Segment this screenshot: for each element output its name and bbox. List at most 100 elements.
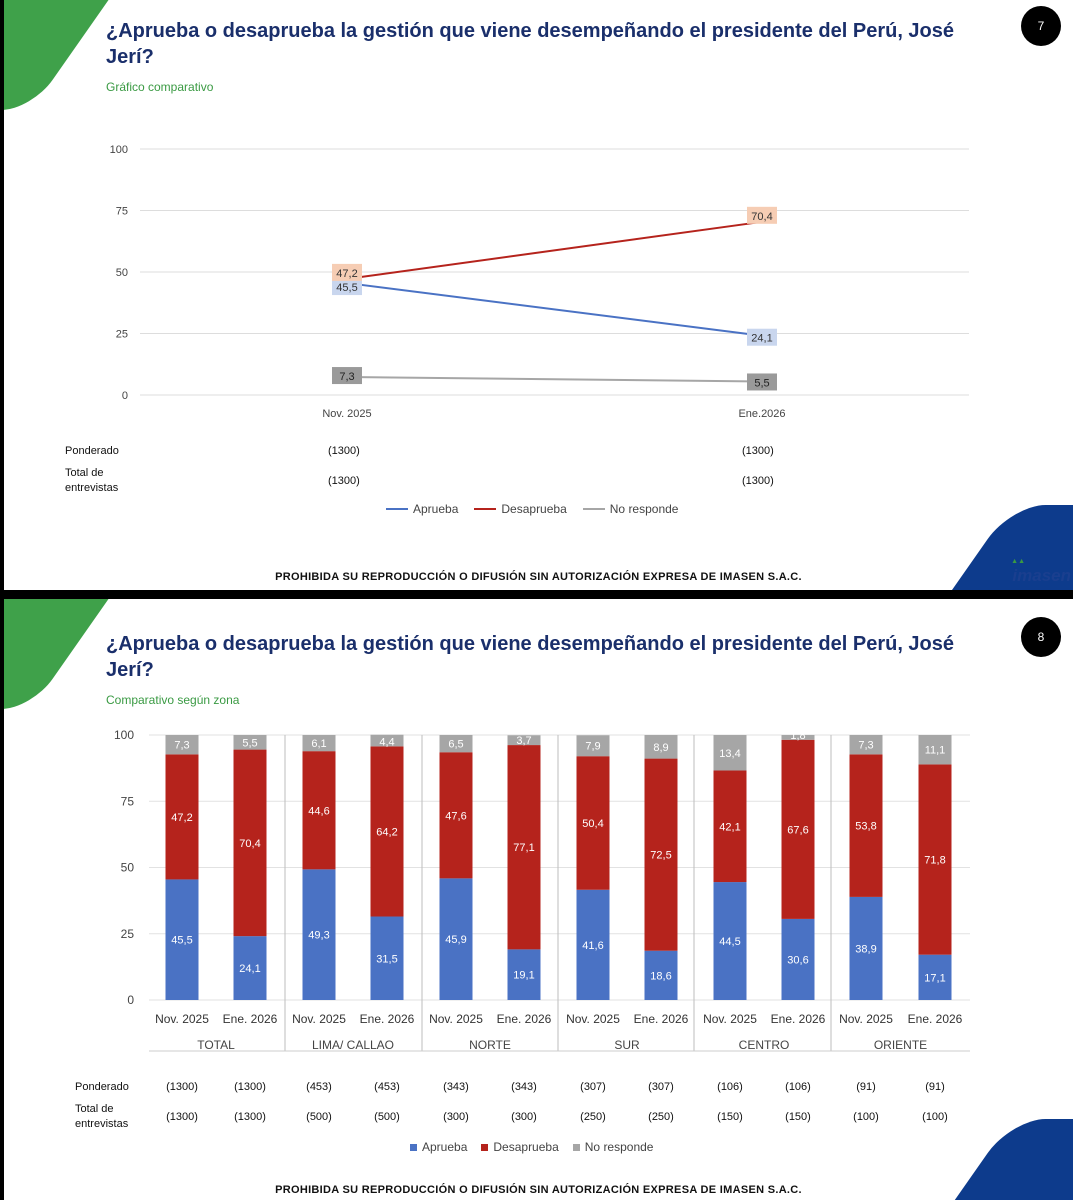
- y-tick-label: 100: [114, 728, 134, 742]
- slide-title: ¿Aprueba o desaprueba la gestión que vie…: [106, 633, 955, 681]
- data-label-no-responde: 3,7: [516, 735, 531, 747]
- data-label-box: [747, 206, 777, 224]
- bar-aprueba: [507, 949, 541, 1000]
- ponderado-label: Ponderado: [65, 445, 119, 457]
- bar-no-responde: [781, 735, 815, 740]
- data-label: 70,4: [751, 211, 772, 223]
- line-chart: 0 25 50 75 100 Nov. 2025 Ene.2026 45,5 24,1 47,2 7…: [110, 144, 969, 420]
- total-value: (250): [648, 1111, 674, 1123]
- data-label: 5,5: [754, 377, 769, 389]
- data-label-aprueba: 45,5: [171, 935, 192, 947]
- page-number: 7: [1021, 6, 1061, 46]
- data-label-no-responde: 11,1: [925, 745, 946, 757]
- ponderado-value: (343): [443, 1081, 469, 1093]
- data-label-desaprueba: 47,6: [445, 810, 466, 822]
- legend-label: Aprueba: [422, 1140, 468, 1154]
- data-label-desaprueba: 50,4: [582, 818, 603, 830]
- data-label-aprueba: 24,1: [239, 963, 260, 975]
- bar-aprueba: [233, 936, 267, 1000]
- data-label-box: [332, 278, 362, 296]
- total-label-line2: entrevistas: [65, 482, 119, 494]
- y-tick-label: 0: [122, 390, 128, 402]
- group-label: LIMA/ CALLAO: [312, 1038, 394, 1052]
- data-label-aprueba: 38,9: [855, 943, 876, 955]
- bar-no-responde: [302, 735, 336, 752]
- bar-aprueba: [918, 954, 952, 1000]
- data-label-box: [747, 328, 777, 346]
- group-label: CENTRO: [739, 1038, 790, 1052]
- bar-aprueba: [576, 889, 610, 1000]
- x-tick-label: Nov. 2025: [155, 1012, 209, 1026]
- series-line: [346, 220, 763, 280]
- bar-desaprueba: [713, 770, 747, 883]
- group-label: SUR: [614, 1038, 640, 1052]
- bar-aprueba: [713, 882, 747, 1000]
- total-label-line1: Total de: [75, 1103, 114, 1115]
- data-label-box: [747, 373, 777, 391]
- legend-item-desaprueba: Desaprueba: [481, 1140, 559, 1154]
- slide-7: 7 ¿Aprueba o desaprueba la gestión que v…: [4, 0, 1073, 590]
- data-label-no-responde: 13,4: [719, 748, 740, 760]
- data-label-no-responde: 5,5: [242, 737, 257, 749]
- x-tick-label: Ene. 2026: [223, 1012, 278, 1026]
- data-label-box: [332, 263, 362, 281]
- ponderado-label: Ponderado: [75, 1081, 129, 1093]
- bar-aprueba: [781, 918, 815, 1000]
- total-label-line2: entrevistas: [75, 1118, 129, 1130]
- bar-desaprueba: [576, 756, 610, 890]
- bar-no-responde: [576, 735, 610, 757]
- bar-aprueba: [302, 869, 336, 1000]
- bar-desaprueba: [370, 746, 404, 917]
- chart-legend: Aprueba Desaprueba No responde: [386, 502, 678, 516]
- x-tick-label: Ene.2026: [738, 408, 785, 420]
- ponderado-value: (1300): [166, 1081, 198, 1093]
- data-label-desaprueba: 47,2: [171, 812, 192, 824]
- data-label-no-responde: 6,1: [311, 738, 326, 750]
- x-tick-label: Ene. 2026: [634, 1012, 689, 1026]
- y-tick-label: 75: [116, 206, 128, 218]
- bar-desaprueba: [918, 764, 952, 955]
- data-label-no-responde: 7,3: [174, 740, 189, 752]
- data-label-aprueba: 45,9: [445, 934, 466, 946]
- bar-desaprueba: [165, 754, 199, 880]
- x-tick-label: Ene. 2026: [771, 1012, 826, 1026]
- total-label-line1: Total de: [65, 467, 104, 479]
- series-line: [346, 282, 763, 337]
- data-label-no-responde: 6,5: [448, 739, 463, 751]
- bar-no-responde: [644, 735, 678, 759]
- bar-desaprueba: [781, 739, 815, 919]
- slide-title: ¿Aprueba o desaprueba la gestión que vie…: [106, 20, 955, 68]
- bar-desaprueba: [644, 758, 678, 951]
- ponderado-value: (106): [785, 1081, 811, 1093]
- bar-desaprueba: [302, 751, 336, 870]
- data-label-desaprueba: 77,1: [513, 842, 534, 854]
- data-label-aprueba: 44,5: [719, 936, 740, 948]
- total-value: (1300): [328, 475, 360, 487]
- ponderado-value: (91): [856, 1081, 876, 1093]
- data-label-desaprueba: 53,8: [855, 821, 876, 833]
- slide-subtitle: Gráfico comparativo: [106, 80, 214, 94]
- total-value: (500): [306, 1111, 332, 1123]
- data-label-desaprueba: 71,8: [924, 855, 945, 867]
- x-tick-label: Nov. 2025: [566, 1012, 620, 1026]
- bar-aprueba: [849, 896, 883, 1000]
- total-value: (500): [374, 1111, 400, 1123]
- bar-aprueba: [644, 950, 678, 1000]
- total-value: (100): [922, 1111, 948, 1123]
- logo-mark-icon: ▲▲: [1011, 558, 1025, 565]
- bar-desaprueba: [849, 754, 883, 897]
- footer-notice: PROHIBIDA SU REPRODUCCIÓN O DIFUSIÓN SIN…: [275, 571, 802, 583]
- legend-item-aprueba: Aprueba: [410, 1140, 467, 1154]
- page-number: 8: [1021, 617, 1061, 657]
- ponderado-value: (307): [580, 1081, 606, 1093]
- legend-swatch: [582, 508, 605, 510]
- x-tick-label: Nov. 2025: [703, 1012, 757, 1026]
- data-label: 24,1: [751, 333, 772, 345]
- data-label: 47,2: [336, 268, 357, 280]
- chart-legend: Aprueba Desaprueba No responde: [410, 1140, 653, 1154]
- total-value: (1300): [166, 1111, 198, 1123]
- bar-no-responde: [507, 735, 541, 746]
- bar-no-responde: [233, 735, 267, 750]
- data-label-aprueba: 49,3: [308, 930, 329, 942]
- legend-item-aprueba: Aprueba: [386, 502, 458, 516]
